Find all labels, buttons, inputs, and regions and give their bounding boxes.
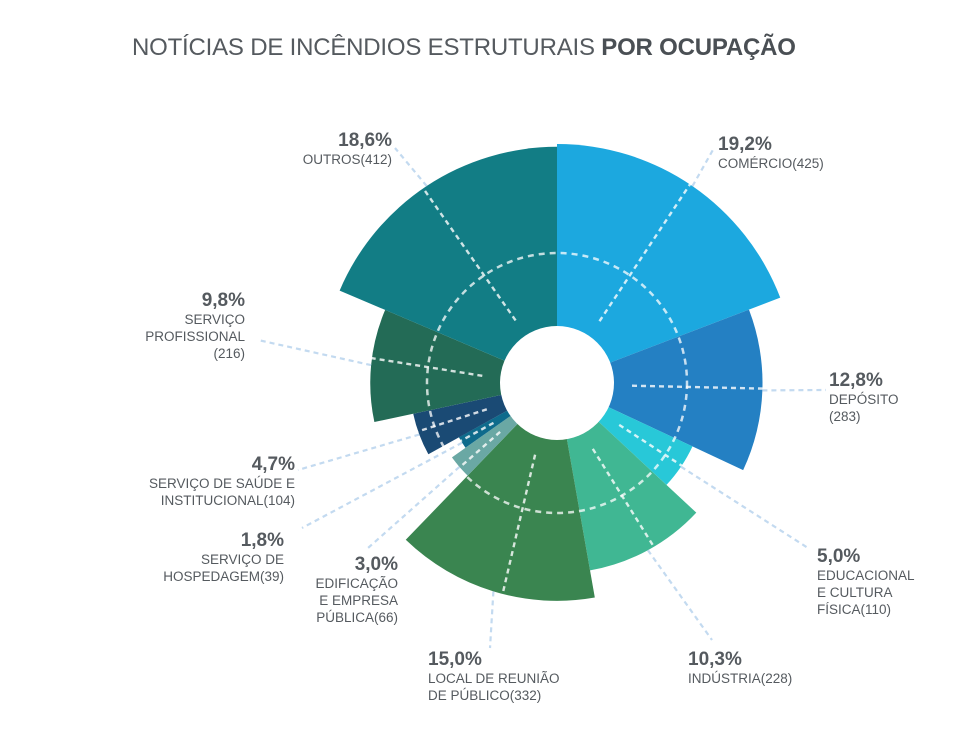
percent-label-educacional-e-cultura-fisica: 5,0% (817, 546, 860, 567)
wedge-outros (339, 146, 557, 383)
category-label-servico-de-saude-e-institucional: INSTITUCIONAL(104) (161, 493, 295, 508)
wedge-servico-profissional (370, 309, 557, 423)
category-label-servico-profissional: SERVIÇO (184, 312, 245, 327)
percent-label-industria: 10,3% (688, 649, 742, 670)
leader-edificacao-e-empresa-publica-outside (367, 466, 461, 549)
leader-servico-profissional-inside (257, 338, 483, 377)
percent-label-edificacao-e-empresa-publica: 3,0% (355, 554, 398, 575)
percent-label-outros: 18,6% (338, 130, 392, 151)
chart-title-bold: POR OCUPAÇÃO (601, 34, 796, 61)
category-label-outros: OUTROS(412) (303, 152, 392, 167)
category-label-edificacao-e-empresa-publica: PÚBLICA(66) (316, 610, 398, 625)
reference-ring (425, 251, 689, 515)
category-label-deposito: DEPÓSITO (829, 392, 899, 407)
chart-title: NOTÍCIAS DE INCÊNDIOS ESTRUTURAIS POR OC… (132, 34, 796, 62)
category-label-servico-de-hospedagem: SERVIÇO DE (201, 552, 284, 567)
leader-local-de-reuniao-de-publico-outside (488, 591, 495, 649)
leader-servico-profissional-outside (257, 338, 372, 367)
leader-servico-de-saude-e-institucional-outside (297, 433, 420, 472)
category-label-industria: INDÚSTRIA(228) (688, 671, 792, 686)
labels-layer: 19,2%COMÉRCIO(425) 12,8%DEPÓSITO (283) 5,0%… (145, 130, 915, 703)
center-hole (500, 326, 614, 440)
leader-industria-outside (647, 549, 713, 641)
percent-label-servico-profissional: 9,8% (202, 290, 245, 311)
leader-outros-inside (394, 147, 517, 322)
category-label-educacional-e-cultura-fisica: E CULTURA (817, 585, 893, 600)
category-label-servico-profissional: (216) (213, 346, 245, 361)
percent-label-deposito: 12,8% (829, 370, 883, 391)
percent-label-servico-de-saude-e-institucional: 4,7% (252, 454, 295, 475)
leader-educacional-e-cultura-fisica-outside (680, 465, 809, 549)
category-label-servico-de-saude-e-institucional: SERVIÇO DE SAÚDE E (149, 476, 295, 491)
percent-label-comercio: 19,2% (718, 134, 772, 155)
leader-servico-de-hospedagem-outside (301, 441, 463, 529)
leaders-layer (257, 147, 827, 649)
wedge-deposito (557, 309, 763, 471)
category-label-servico-profissional: PROFISSIONAL (145, 329, 245, 344)
category-label-servico-de-hospedagem: HOSPEDAGEM(39) (163, 569, 284, 584)
chart-title-normal: NOTÍCIAS DE INCÊNDIOS ESTRUTURAIS (132, 34, 602, 61)
category-label-edificacao-e-empresa-publica: E EMPRESA (319, 593, 398, 608)
category-label-local-de-reuniao-de-publico: LOCAL DE REUNIÃO (428, 671, 560, 686)
leader-local-de-reuniao-de-publico-inside (488, 454, 537, 649)
category-label-edificacao-e-empresa-publica: EDIFICAÇÃO (315, 576, 398, 591)
category-label-deposito: (283) (829, 409, 861, 424)
leader-comercio-outside (691, 147, 715, 187)
leader-industria-inside (591, 448, 714, 641)
category-label-educacional-e-cultura-fisica: EDUCACIONAL (817, 568, 915, 583)
category-label-comercio: COMÉRCIO(425) (718, 156, 824, 171)
percent-label-local-de-reuniao-de-publico: 15,0% (428, 649, 482, 670)
wedge-industria (557, 383, 697, 571)
category-label-local-de-reuniao-de-publico: DE PÚBLICO(332) (428, 688, 541, 703)
percent-label-servico-de-hospedagem: 1,8% (241, 530, 284, 551)
category-label-educacional-e-cultura-fisica: FÍSICA(110) (817, 602, 891, 617)
wedge-comercio (557, 144, 781, 383)
leader-comercio-inside (598, 147, 716, 322)
